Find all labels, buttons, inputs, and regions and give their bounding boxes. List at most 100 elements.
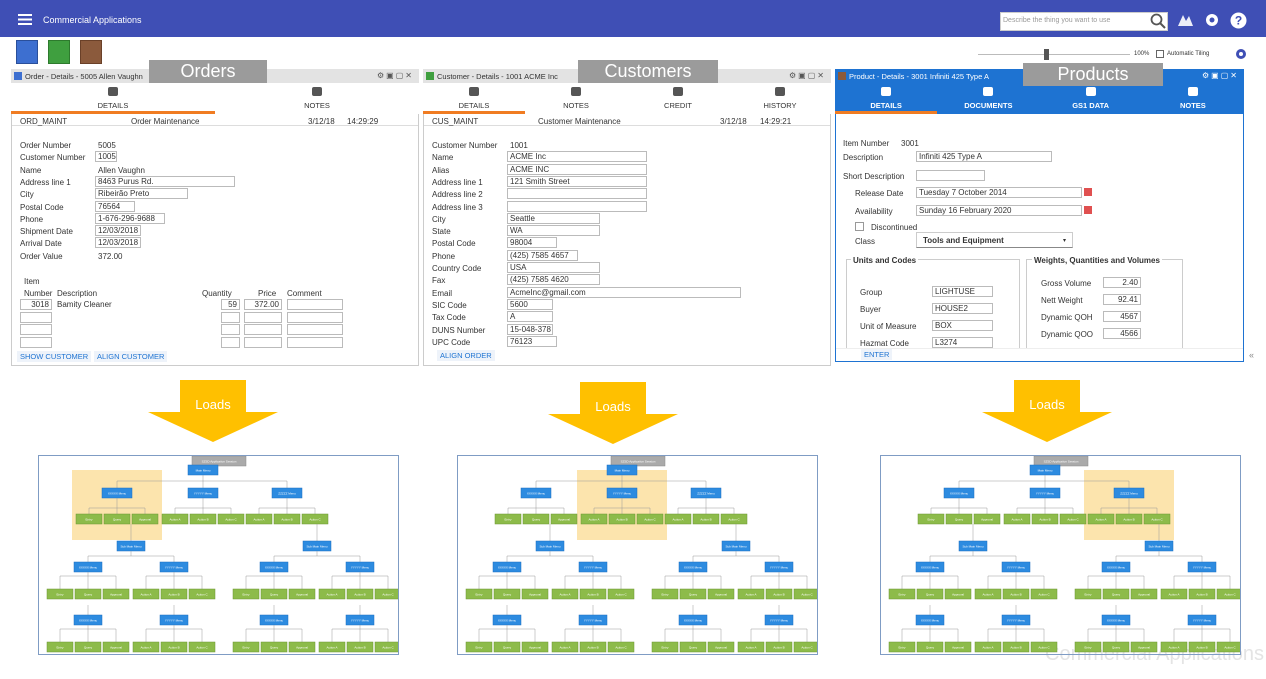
- item-price[interactable]: [244, 324, 282, 335]
- item-quantity[interactable]: [221, 336, 240, 348]
- field-input[interactable]: 92.41: [1103, 294, 1141, 305]
- field-input[interactable]: L3274: [932, 337, 993, 348]
- settings-icon[interactable]: [1204, 12, 1220, 28]
- tab-icon[interactable]: [469, 87, 479, 96]
- tab-label[interactable]: NOTES: [304, 101, 330, 110]
- field-input[interactable]: 1005: [95, 151, 117, 163]
- action-button[interactable]: ALIGN ORDER: [437, 350, 495, 361]
- panel-controls[interactable]: ⚙▣▢✕: [789, 71, 826, 80]
- field-input[interactable]: 121 Smith Street: [507, 175, 647, 187]
- tab-icon[interactable]: [1187, 87, 1198, 96]
- tab-label[interactable]: DETAILS: [870, 101, 902, 110]
- tab-label[interactable]: NOTES: [1179, 101, 1206, 110]
- zoom-knob[interactable]: [1044, 49, 1049, 60]
- tab-icon[interactable]: [571, 87, 581, 96]
- search-box[interactable]: [1000, 12, 1168, 31]
- item-price[interactable]: [244, 311, 282, 323]
- tab-icon[interactable]: [775, 87, 785, 96]
- field-input[interactable]: ACME Inc: [507, 151, 647, 163]
- tab-icon[interactable]: [881, 87, 892, 96]
- item-number[interactable]: [20, 324, 52, 335]
- field-input[interactable]: 4567: [1103, 311, 1141, 322]
- field-input[interactable]: 12/03/2018: [95, 237, 141, 249]
- item-number[interactable]: 3018: [20, 299, 52, 310]
- field-input[interactable]: BOX: [932, 320, 993, 331]
- field-input[interactable]: LIGHTUSE: [932, 286, 993, 297]
- field-input[interactable]: 98004: [507, 237, 557, 249]
- tab-icon[interactable]: [312, 87, 322, 96]
- apps-icon[interactable]: [1176, 12, 1194, 28]
- panel-controls[interactable]: ⚙▣▢✕: [377, 71, 414, 80]
- field-input[interactable]: 1-676-296-9688: [95, 212, 165, 224]
- action-button[interactable]: ENTER: [861, 349, 893, 360]
- field-input[interactable]: Sunday 16 February 2020: [916, 205, 1082, 216]
- tab-label[interactable]: DETAILS: [458, 101, 490, 110]
- zoom-slider[interactable]: [978, 54, 1130, 55]
- field-input[interactable]: (425) 7585 4657: [507, 249, 578, 261]
- field-input[interactable]: Ribeirão Preto: [95, 188, 188, 200]
- tab-label[interactable]: DOCUMENTS: [964, 101, 1013, 110]
- action-button[interactable]: SHOW CUSTOMER: [17, 351, 92, 362]
- tab-label[interactable]: GS1 DATA: [1072, 101, 1110, 110]
- action-button[interactable]: ALIGN CUSTOMER: [94, 351, 168, 362]
- field-input[interactable]: Tuesday 7 October 2014: [916, 187, 1082, 198]
- tab-label[interactable]: DETAILS: [97, 101, 129, 110]
- field-input[interactable]: [507, 188, 647, 200]
- field-input[interactable]: 8463 Purus Rd.: [95, 175, 235, 187]
- select-arrow[interactable]: ▾: [1063, 238, 1067, 244]
- item-quantity[interactable]: [221, 311, 240, 323]
- help-icon[interactable]: ?: [1230, 12, 1247, 29]
- tab-label[interactable]: HISTORY: [763, 101, 797, 110]
- tab-label[interactable]: NOTES: [563, 101, 589, 110]
- item-comment[interactable]: [287, 311, 343, 323]
- field-input[interactable]: 76564: [95, 200, 135, 212]
- menu-icon[interactable]: [18, 14, 32, 25]
- tab-icon[interactable]: [1085, 87, 1096, 96]
- field-input[interactable]: [916, 170, 985, 181]
- field-input[interactable]: A: [507, 311, 553, 323]
- field-input[interactable]: 15-048-378: [507, 323, 553, 335]
- field-input[interactable]: 4566: [1103, 328, 1141, 339]
- item-quantity[interactable]: [221, 324, 240, 335]
- item-quantity[interactable]: 59: [221, 299, 240, 310]
- field-input[interactable]: (425) 7585 4620: [507, 274, 600, 286]
- item-number[interactable]: [20, 336, 52, 348]
- tab-bar: [423, 83, 831, 114]
- tab-icon[interactable]: [983, 87, 994, 96]
- field-input[interactable]: AcmeInc@gmail.com: [507, 286, 741, 298]
- field-input[interactable]: 2.40: [1103, 277, 1141, 288]
- field-input[interactable]: 5600: [507, 298, 553, 310]
- item-price[interactable]: [244, 336, 282, 348]
- app-icon-customers[interactable]: [48, 40, 70, 64]
- panel-controls[interactable]: ⚙▣▢✕: [1202, 71, 1239, 80]
- app-icon-products[interactable]: [80, 40, 102, 64]
- item-comment[interactable]: [287, 336, 343, 348]
- item-number[interactable]: [20, 311, 52, 323]
- field-input[interactable]: USA: [507, 262, 600, 273]
- app-icon-orders[interactable]: [16, 40, 38, 64]
- discontinued-checkbox[interactable]: [855, 222, 864, 231]
- tiling-checkbox[interactable]: [1156, 50, 1164, 58]
- item-comment[interactable]: [287, 324, 343, 335]
- item-comment[interactable]: [287, 299, 343, 310]
- tiling-settings[interactable]: [1235, 48, 1247, 60]
- collapse-handle[interactable]: «: [1249, 350, 1255, 360]
- tab-icon[interactable]: [108, 87, 118, 96]
- field-input[interactable]: [507, 200, 647, 212]
- item-price[interactable]: 372.00: [244, 299, 282, 310]
- action-node-label: Action B: [1039, 518, 1050, 522]
- field-input[interactable]: HOUSE2: [932, 303, 993, 314]
- class-select[interactable]: Tools and Equipment: [916, 232, 1073, 248]
- tab-icon[interactable]: [673, 87, 683, 96]
- field-input[interactable]: WA: [507, 225, 600, 237]
- field-input[interactable]: ACME INC: [507, 163, 647, 175]
- calendar-icon[interactable]: [1084, 188, 1092, 196]
- calendar-icon[interactable]: [1084, 206, 1092, 214]
- field-input[interactable]: 12/03/2018: [95, 225, 141, 237]
- search-icon[interactable]: [1150, 13, 1166, 29]
- field-label: Address line 2: [432, 190, 483, 200]
- field-input[interactable]: Infiniti 425 Type A: [916, 151, 1052, 162]
- field-input[interactable]: Seattle: [507, 212, 600, 224]
- tab-label[interactable]: CREDIT: [664, 101, 692, 110]
- field-input[interactable]: 76123: [507, 335, 557, 347]
